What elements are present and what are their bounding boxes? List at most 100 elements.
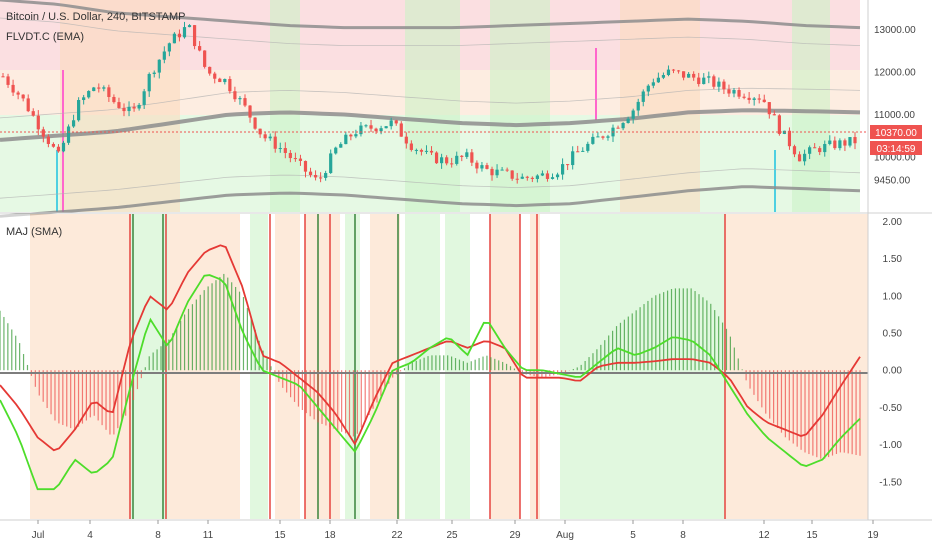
candle-body: [676, 70, 681, 72]
candle-body: [455, 155, 459, 164]
candle-body: [303, 160, 308, 172]
candle-body: [853, 137, 857, 144]
candle-body: [364, 125, 368, 127]
candle-body: [319, 177, 323, 179]
last-price-label: 10370.00: [875, 128, 917, 139]
candle-body: [117, 102, 121, 108]
time-tick-label: 18: [324, 530, 336, 541]
candle-body: [707, 76, 711, 78]
candle-body: [520, 176, 524, 179]
candle-body: [616, 127, 620, 129]
candle-body: [681, 71, 686, 78]
candle-body: [107, 87, 111, 97]
candle-body: [586, 143, 590, 151]
time-tick-label: 5: [630, 530, 636, 541]
candle-body: [485, 165, 489, 169]
candle-body: [692, 73, 696, 78]
candle-body: [409, 143, 413, 150]
candle-body: [394, 120, 398, 124]
candle-body: [329, 153, 333, 174]
time-tick-label: 19: [867, 530, 879, 541]
osc-tick-label: -0.50: [879, 403, 902, 414]
candle-body: [429, 150, 434, 153]
candle-body: [808, 147, 812, 154]
candle-body: [46, 136, 50, 144]
candle-body: [813, 147, 817, 149]
band-lower: [0, 185, 861, 218]
candle-body: [192, 25, 197, 47]
time-tick-label: 15: [274, 530, 286, 541]
candle-body: [560, 164, 565, 175]
candle-body: [460, 155, 464, 157]
candle-body: [177, 33, 182, 38]
countdown-label: 03:14:59: [877, 144, 916, 155]
candle-body: [762, 99, 766, 103]
zone-column: [530, 214, 540, 519]
oscillator-pane[interactable]: [0, 214, 868, 519]
candle-body: [697, 77, 701, 85]
candle-body: [11, 84, 15, 93]
candle-body: [777, 115, 781, 134]
price-axis[interactable]: 13000.00 12000.00 11000.00 10000.00 9450.00: [874, 25, 916, 187]
osc-tick-label: 1.50: [883, 254, 903, 265]
candle-body: [349, 134, 353, 137]
candle-body: [66, 126, 71, 143]
candle-body: [233, 91, 237, 100]
candle-body: [490, 168, 494, 176]
zone-column: [0, 214, 30, 519]
candle-body: [440, 157, 444, 164]
candle-body: [248, 105, 252, 118]
price-tick-label: 10000.00: [874, 152, 916, 163]
candle-body: [470, 152, 474, 163]
candle-body: [510, 170, 514, 179]
candle-body: [450, 163, 454, 165]
candle-body: [475, 162, 479, 169]
zone-column: [405, 214, 440, 519]
candle-body: [767, 102, 771, 115]
price-pane[interactable]: [0, 0, 868, 218]
candle-body: [656, 77, 660, 83]
candle-body: [792, 146, 797, 155]
zone-column: [490, 0, 550, 212]
candle-body: [77, 100, 81, 121]
price-tick-label: 12000.00: [874, 68, 916, 79]
candle-body: [772, 114, 776, 116]
zone-column: [620, 0, 700, 212]
candle-body: [712, 76, 716, 87]
time-tick-label: 11: [203, 530, 214, 541]
osc-tick-label: 0.00: [883, 366, 903, 377]
candle-body: [182, 27, 187, 38]
candle-body: [606, 136, 610, 138]
candle-body: [742, 96, 746, 98]
candle-body: [646, 85, 650, 92]
band-mid-inner: [0, 87, 861, 119]
candle-body: [495, 169, 499, 176]
candle-body: [823, 143, 827, 153]
candle-body: [51, 143, 56, 147]
candle-body: [334, 147, 338, 154]
candle-body: [535, 175, 539, 179]
candle-body: [379, 128, 383, 132]
time-tick-label: 29: [509, 530, 521, 541]
candle-body: [540, 173, 545, 176]
candle-body: [293, 158, 298, 160]
candle-body: [732, 90, 736, 94]
candle-body: [1, 76, 5, 78]
candle-body: [263, 134, 267, 139]
oscillator-axis[interactable]: 2.00 1.50 1.00 0.50 0.00 -0.50 -1.00 -1.50: [879, 217, 902, 488]
candle-body: [61, 142, 66, 152]
zone-column: [725, 214, 770, 519]
candle-body: [848, 137, 852, 146]
time-axis[interactable]: Jul 4 8 11 15 18 22 25 29 Aug 5 8 12 15 19: [32, 520, 879, 541]
candle-body: [550, 177, 555, 179]
candle-body: [636, 101, 640, 111]
time-tick-label: Aug: [556, 530, 574, 541]
candle-body: [404, 136, 408, 144]
candle-body: [445, 157, 449, 164]
zone-column: [770, 214, 868, 519]
candle-body: [6, 76, 10, 85]
zone-column: [405, 0, 460, 212]
time-tick-label: Jul: [32, 530, 45, 541]
zone-column: [445, 214, 470, 519]
